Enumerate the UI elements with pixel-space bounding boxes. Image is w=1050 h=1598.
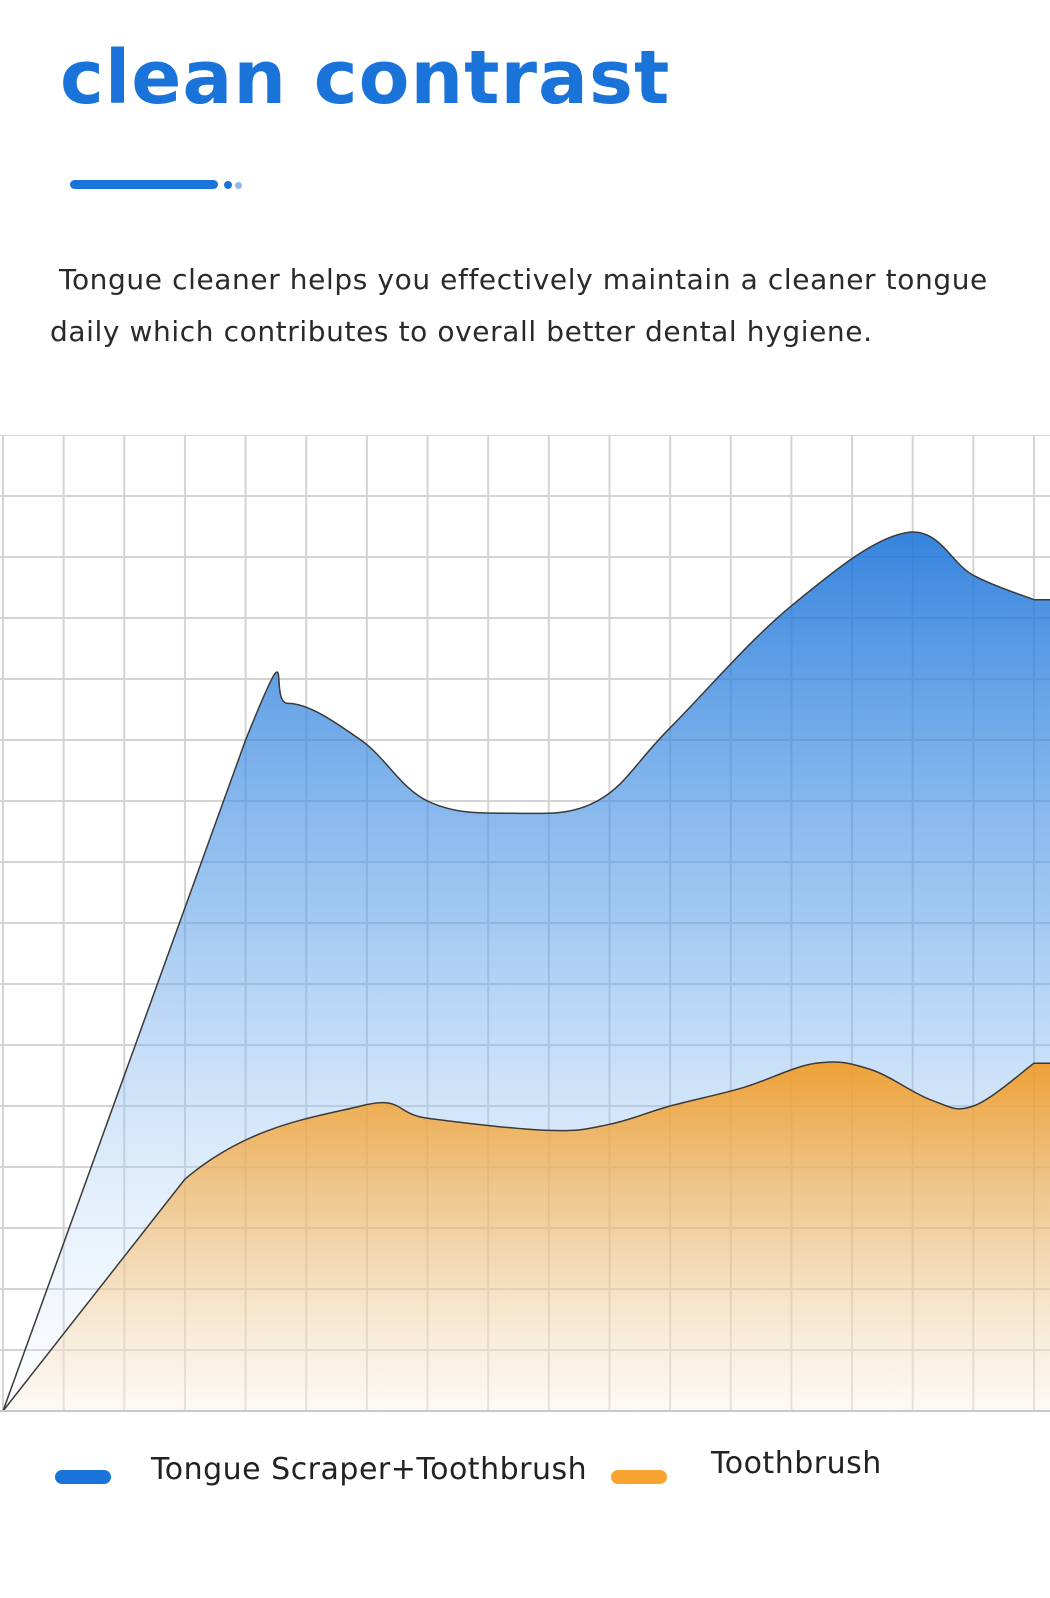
divider-bar	[70, 180, 218, 189]
legend-label-toothbrush: Toothbrush	[711, 1446, 882, 1481]
legend-swatch-orange	[611, 1470, 667, 1484]
description-line-2: daily which contributes to overall bette…	[50, 315, 873, 348]
description: Tongue cleaner helps you effectively mai…	[50, 254, 1010, 358]
area-fill-toothbrush	[3, 1061, 1050, 1411]
description-line-1: Tongue cleaner helps you effectively mai…	[59, 263, 988, 296]
divider-dot-light	[235, 182, 242, 189]
page-title: clean contrast	[60, 35, 671, 121]
legend-label-tongue-scraper: Tongue Scraper+Toothbrush	[151, 1452, 588, 1487]
comparison-area-chart	[0, 435, 1050, 1412]
series-line-tongue-scraper	[2, 531, 1050, 1412]
divider-dot	[224, 181, 232, 189]
series-line-toothbrush	[2, 1061, 1050, 1412]
legend-swatch-blue	[55, 1470, 111, 1484]
chart-areas	[0, 531, 1050, 1412]
